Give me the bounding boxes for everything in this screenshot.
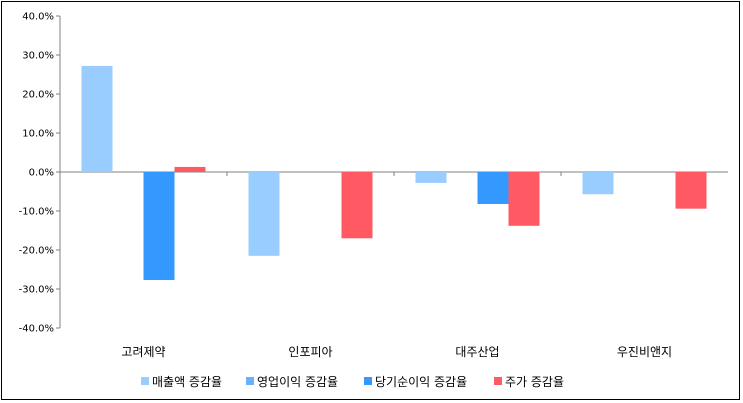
legend-label: 주가 증감율 [505,375,564,389]
legend-swatch [364,377,372,385]
bar [174,166,206,172]
y-tick-label: -20.0% [19,246,54,257]
bar [341,172,373,239]
y-tick-label: 30.0% [22,51,54,62]
bar [248,172,280,256]
category-label: 우진비앤지 [617,345,672,359]
bar [675,172,707,209]
legend-swatch [246,377,254,385]
legend-label: 당기순이익 증감율 [375,375,467,389]
bar [81,65,113,172]
legend-swatch [494,377,502,385]
category-label: 대주산업 [455,345,499,359]
y-tick-label: -10.0% [19,207,54,218]
legend-label: 매출액 증감율 [152,375,222,389]
bar [508,172,540,226]
legend-label: 영업이익 증감율 [257,375,338,389]
y-tick-label: 10.0% [22,129,54,140]
y-tick-label: -30.0% [19,285,54,296]
y-tick-label: 20.0% [22,90,54,101]
category-label: 인포피아 [288,345,332,359]
bar [143,172,175,281]
bars [81,65,707,281]
labels: 40.0% 30.0% 20.0% 10.0% 0.0% -10.0% -20.0% -30.… [19,12,672,360]
y-tick-label: -40.0% [19,324,54,335]
y-tick-label: 0.0% [29,168,54,179]
bar [415,172,447,183]
legend: 매출액 증감율 영업이익 증감율 당기순이익 증감율 주가 증감율 [141,375,564,389]
bar [477,172,509,204]
legend-swatch [141,377,149,385]
y-tick-label: 40.0% [22,12,54,23]
bar [582,172,614,195]
category-label: 고려제약 [121,344,165,359]
